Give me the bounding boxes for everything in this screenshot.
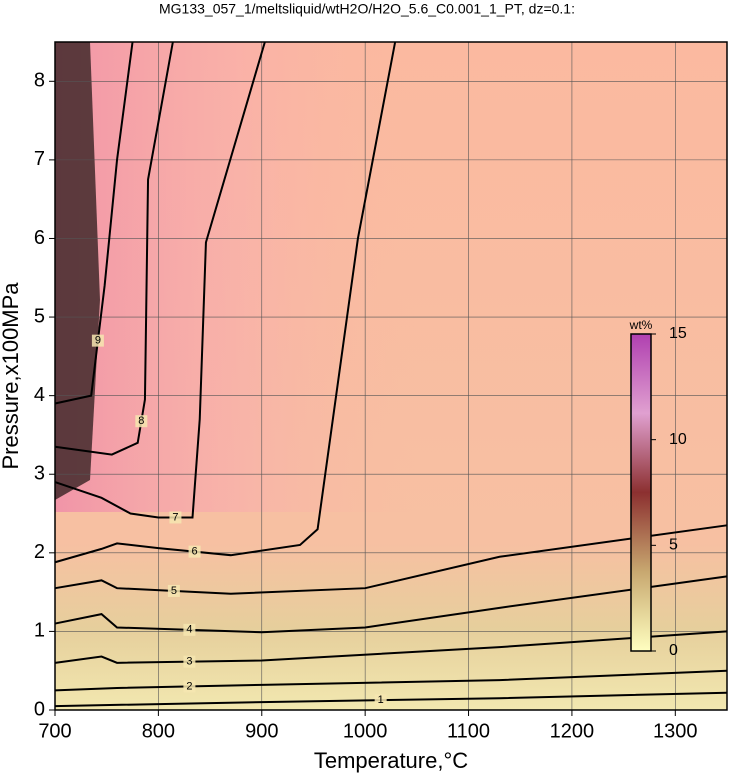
y-tick-label: 8 — [34, 70, 45, 92]
contour-label: 2 — [186, 680, 192, 692]
contour-line — [54, 575, 728, 634]
contour-label: 4 — [186, 624, 192, 636]
colorbar-label: wt% — [629, 318, 653, 332]
colorbar — [630, 333, 652, 652]
y-tick-label: 6 — [34, 227, 45, 249]
x-tick-label: 1300 — [653, 720, 698, 742]
plot-shading — [55, 42, 415, 512]
colorbar-tick-label: 15 — [669, 325, 687, 342]
contour-line — [54, 41, 397, 564]
x-tick-label: 900 — [245, 720, 278, 742]
chart-title: MG133_057_1/meltsliquid/wtH2O/H2O_5.6_C0… — [159, 1, 575, 17]
contour-label: 7 — [172, 511, 178, 523]
contour-label: 6 — [192, 546, 198, 558]
y-tick-label: 4 — [34, 384, 45, 406]
contour-label-bg — [183, 655, 196, 668]
y-tick-label: 5 — [34, 305, 45, 327]
contour-label: 5 — [171, 585, 177, 597]
contour-label: 9 — [95, 335, 101, 347]
contour-label-bg — [91, 334, 104, 347]
contour-line — [54, 524, 728, 595]
colorbar-tick-label: 5 — [669, 537, 678, 554]
plot-frame — [54, 41, 728, 711]
x-axis-label: Temperature,°C — [314, 748, 468, 773]
colorbar-tick-label: 10 — [669, 431, 687, 448]
contour-label-bg — [169, 511, 182, 524]
contour-label-bg — [183, 623, 196, 636]
contour-label: 8 — [138, 415, 144, 427]
x-tick-label: 800 — [142, 720, 175, 742]
contour-label-bg — [374, 694, 387, 707]
contour-line — [54, 41, 134, 405]
contour-label-bg — [167, 584, 180, 597]
y-tick-label: 2 — [34, 541, 45, 563]
x-tick-label: 1100 — [447, 720, 490, 742]
y-tick-label: 3 — [34, 463, 45, 485]
colorbar-tick-label: 0 — [669, 642, 678, 659]
contour-label: 3 — [186, 656, 192, 668]
contour-line — [54, 669, 728, 692]
contour-label: 1 — [378, 694, 384, 706]
y-axis-label: Pressure,x100MPa — [0, 282, 23, 470]
x-tick-label: 1000 — [343, 720, 388, 742]
contour-label-bg — [135, 415, 148, 428]
y-tick-label: 0 — [34, 698, 45, 720]
x-tick-label: 1200 — [550, 720, 595, 742]
x-tick-label: 700 — [38, 720, 71, 742]
contour-label-bg — [188, 545, 201, 558]
y-tick-label: 1 — [34, 620, 45, 642]
dense-region — [55, 42, 100, 500]
y-tick-label: 7 — [34, 148, 45, 170]
contour-label-bg — [183, 680, 196, 693]
